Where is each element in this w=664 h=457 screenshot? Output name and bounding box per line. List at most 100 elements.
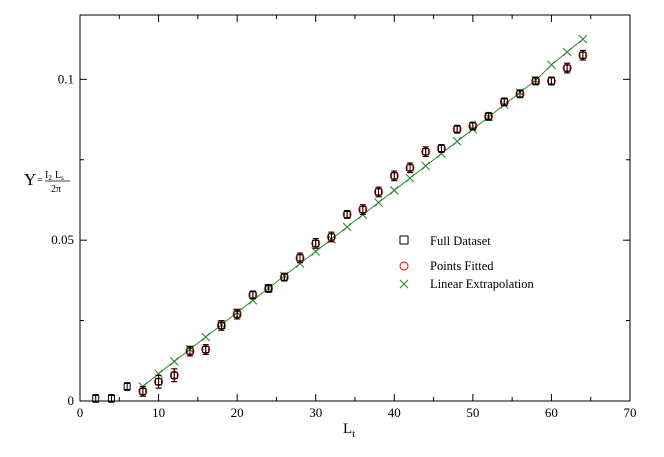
full-dataset-point [343,210,351,219]
full-dataset-point [217,320,225,331]
linear-extrapolation-point [421,161,431,171]
full-dataset-point [265,284,273,293]
cross-stroke [342,222,352,232]
full-dataset-marker [107,394,115,402]
full-dataset-marker [422,148,430,156]
full-dataset-marker [327,233,335,241]
full-dataset-point [500,97,508,107]
full-dataset-marker [563,64,571,72]
y-tick-label: 0 [68,393,75,408]
full-dataset-point [202,344,210,355]
linear-extrapolation-point [311,247,321,256]
cross-stroke [389,185,399,195]
legend-label-full-dataset: Full Dataset [430,234,491,248]
full-dataset-marker [485,112,493,120]
full-dataset-point [312,238,320,249]
legend: Full Dataset Points Fitted Linear Extrap… [399,234,535,291]
cross-stroke [374,198,383,207]
full-dataset-point [296,252,304,264]
linear-extrapolation-point [547,60,556,70]
full-dataset-point [327,231,335,243]
linear-extrapolation-point [201,332,211,342]
full-dataset-point [186,345,194,357]
y-axis-denominator: 2π [51,184,61,195]
full-dataset-marker [233,310,241,318]
linear-extrapolation-point [374,198,383,207]
full-dataset-marker [579,51,587,59]
full-dataset-point [469,121,477,131]
full-dataset-point [453,124,461,134]
y-axis-title: Υ = I2 Ls 2π [24,170,70,195]
legend-marker-linear-extrapolation [399,279,409,289]
legend-label-points-fitted: Points Fitted [430,259,494,273]
full-dataset-marker [390,172,398,180]
full-dataset-marker [500,98,508,106]
y-tick-label: 0.1 [58,71,74,86]
cross-stroke [154,369,163,379]
full-dataset-point [437,144,445,153]
full-dataset-point [579,49,587,61]
cross-stroke [311,247,321,256]
legend-marker-points-fitted [399,261,409,271]
full-dataset-marker [375,188,383,196]
x-tick-label: 40 [388,405,401,420]
legend-label-linear-extrapolation: Linear Extrapolation [430,277,535,291]
full-dataset-point [170,368,178,383]
full-dataset-point [359,204,367,215]
x-tick-label: 60 [545,405,558,420]
x-tick-label: 70 [624,405,637,420]
full-dataset-point [92,394,100,403]
cross-stroke [201,332,211,342]
x-tick-label: 0 [77,405,84,420]
cross-stroke [578,34,588,44]
full-dataset-point [375,186,383,198]
cross-stroke [547,60,556,70]
full-dataset-marker [359,206,367,214]
full-dataset-point [280,272,288,282]
cross-stroke [562,47,572,57]
full-dataset-marker [406,164,414,172]
cross-stroke [452,137,462,146]
linear-extrapolation-point [578,34,588,44]
full-dataset-point [249,290,257,300]
cross-stroke [421,161,431,171]
full-dataset-point [123,382,131,391]
full-dataset-marker [437,144,445,152]
full-dataset-marker [469,122,477,130]
full-dataset-marker [453,125,461,133]
full-dataset-marker [202,346,210,354]
linear-extrapolation-point [562,47,572,57]
full-dataset-point [139,386,147,397]
full-dataset-marker [312,239,320,247]
full-dataset-point [547,76,555,86]
linear-extrapolation-point [154,369,163,379]
full-dataset-point [107,394,115,403]
linear-extrapolation-point [452,137,462,146]
full-dataset-point [422,146,430,158]
full-dataset-point [155,374,163,389]
full-dataset-point [563,62,571,74]
y-axis-equals: = [37,175,43,186]
x-tick-label: 30 [309,405,322,420]
cross-stroke [405,173,415,183]
full-dataset-marker [296,254,304,262]
full-dataset-marker [123,383,131,391]
full-dataset-point [233,308,241,320]
full-dataset-marker [139,387,147,395]
linear-extrapolation-point [342,222,352,232]
x-axis: 0 10 20 30 40 50 60 70 [77,15,637,420]
linear-extrapolation-point [169,357,179,366]
x-tick-label: 10 [152,405,165,420]
full-dataset-marker [186,347,194,355]
full-dataset-point [406,162,414,174]
x-tick-label: 50 [466,405,479,420]
full-dataset-point [485,111,493,121]
full-dataset-marker [265,284,273,292]
full-dataset-marker [170,371,178,379]
full-dataset-marker [217,321,225,329]
full-dataset-point [532,76,540,86]
x-axis-title: Lt [343,421,355,440]
y-axis: 0 0.05 0.1 [51,71,630,408]
